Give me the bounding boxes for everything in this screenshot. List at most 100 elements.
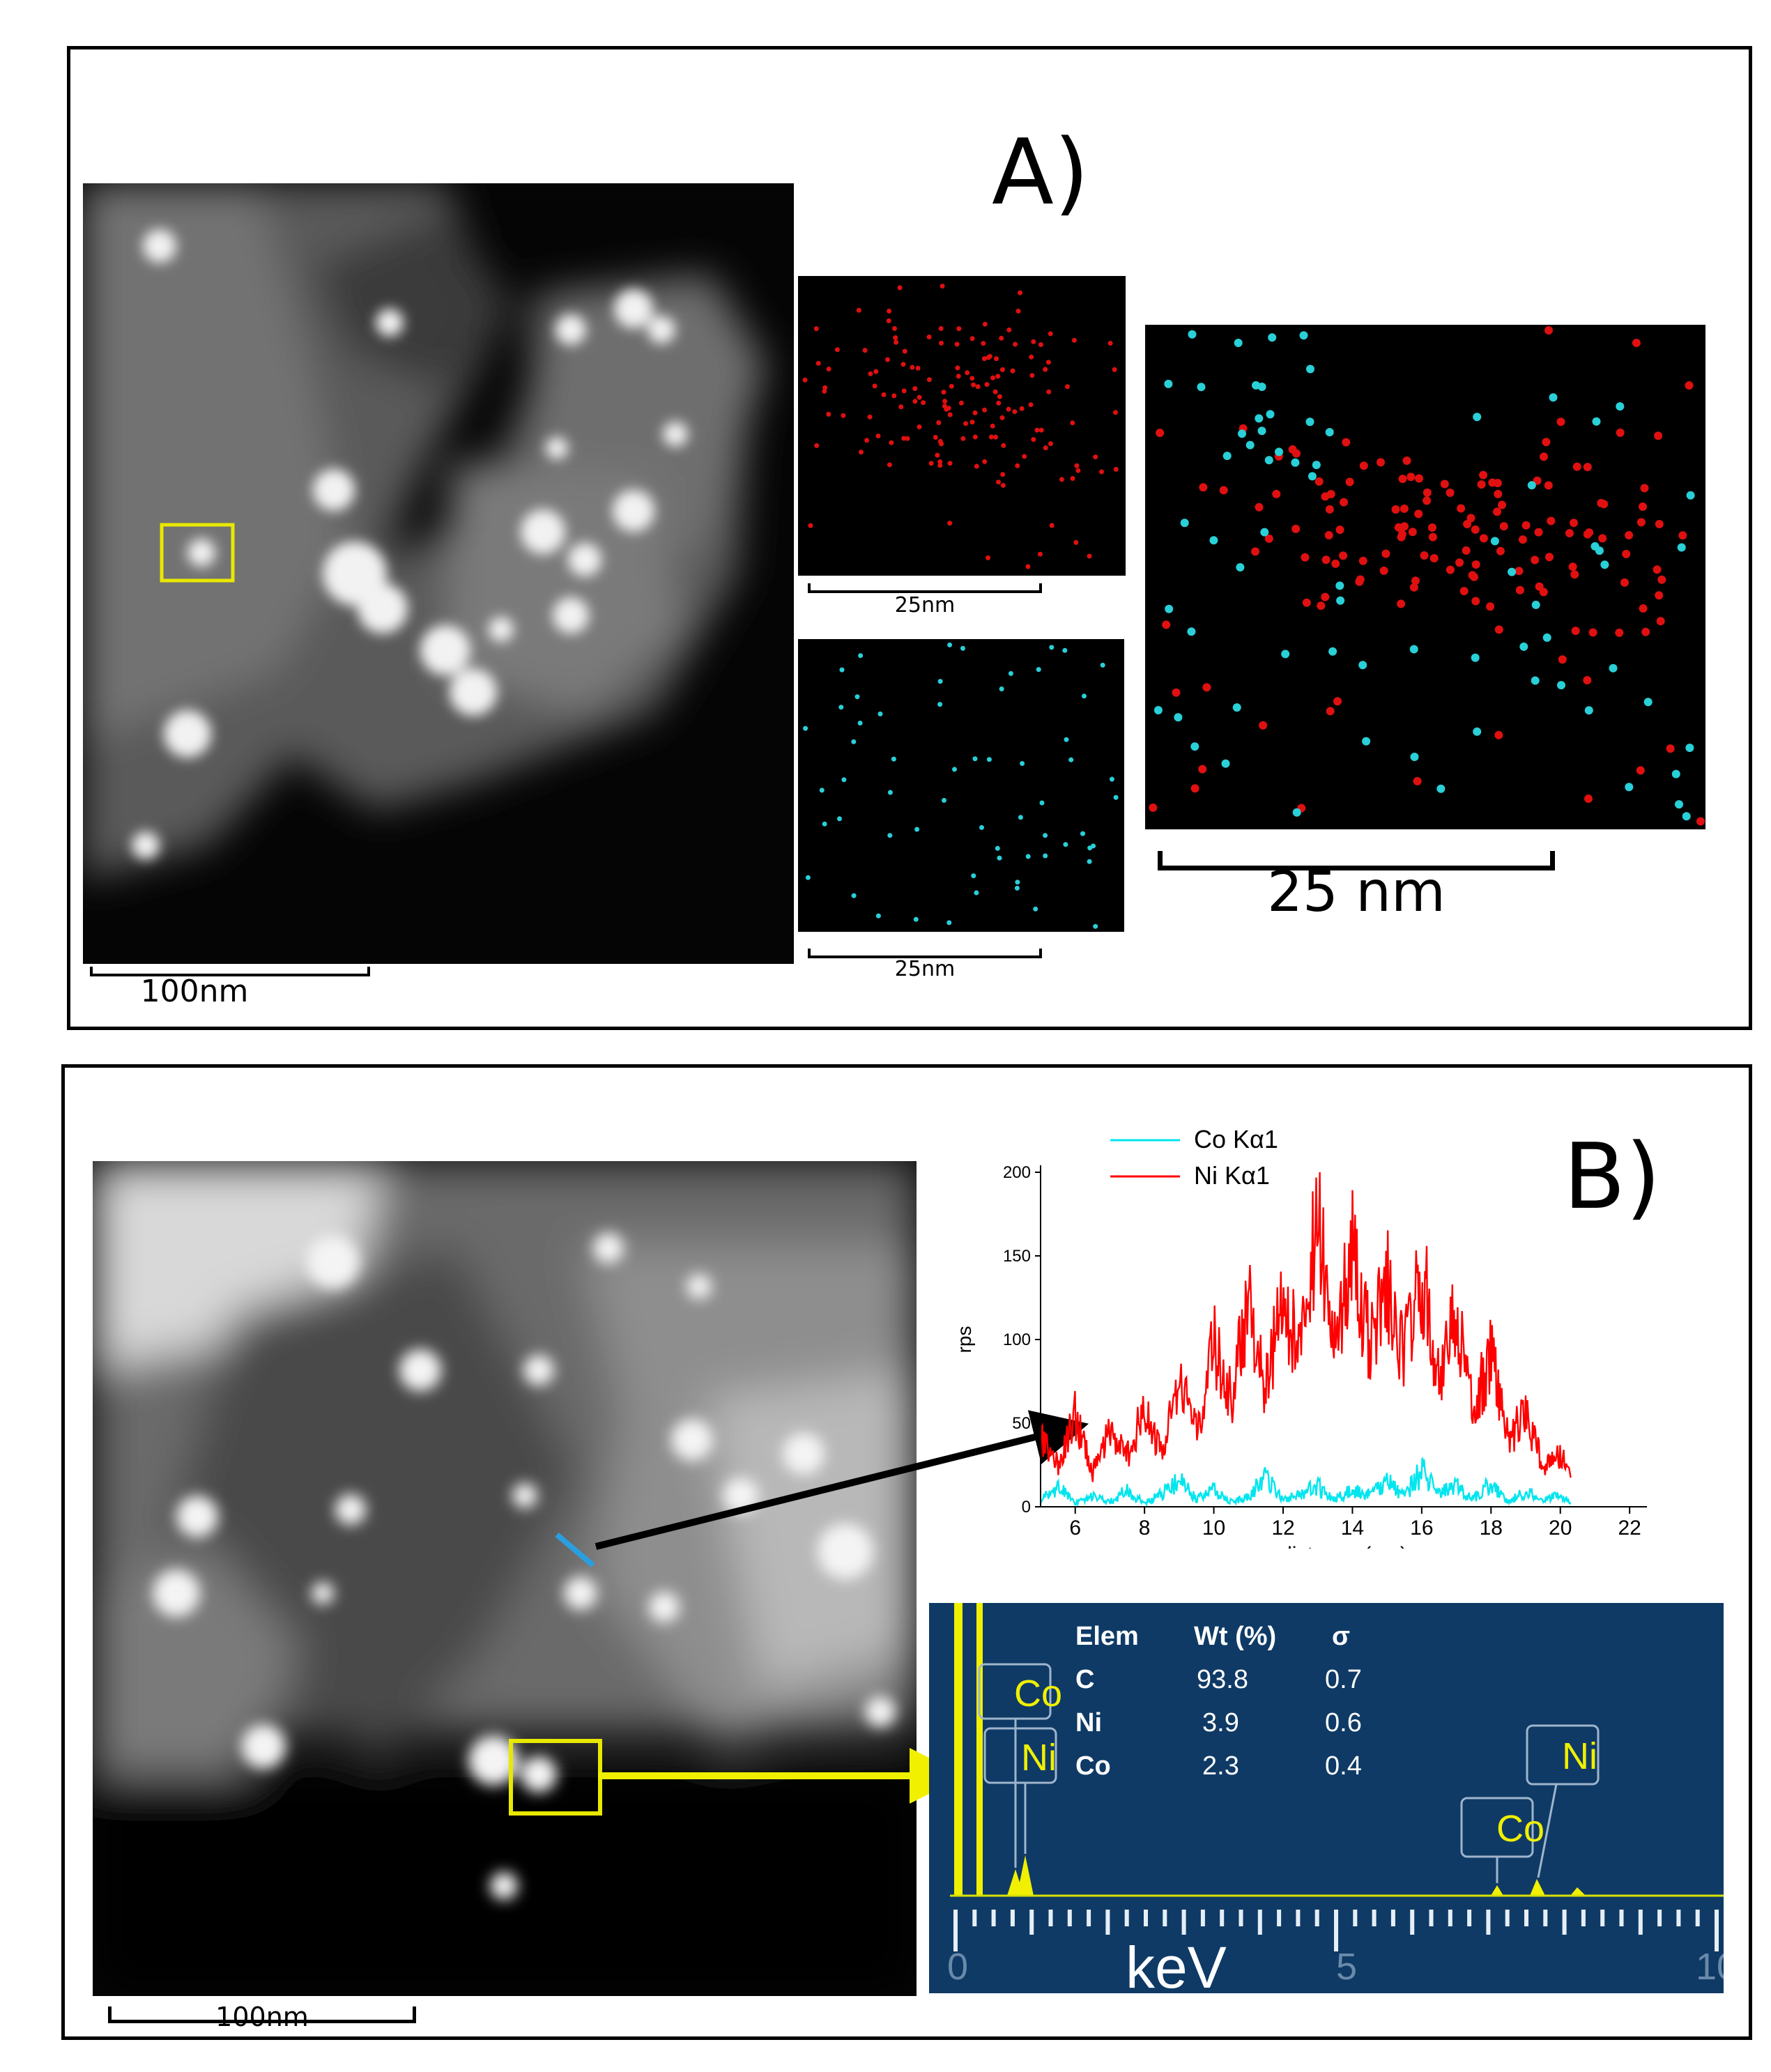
carbon-peak-secondary [976, 1603, 983, 1896]
co-dot [1039, 800, 1045, 806]
overlay-co-dot [1682, 812, 1691, 821]
ni-dot [982, 459, 988, 464]
x-axis-label: distance (nm) [1280, 1543, 1407, 1549]
ni-dot [912, 399, 918, 404]
edx-axis-label: keV [1126, 1935, 1227, 1993]
overlay-ni-dot [1156, 429, 1165, 438]
ni-dot [947, 412, 953, 417]
ni-dot [981, 341, 986, 346]
overlay-ni-dot [1190, 784, 1199, 793]
co-dot [1068, 757, 1074, 762]
co-dot [819, 788, 825, 793]
overlay-ni-dot [1678, 531, 1687, 540]
ni-dot [937, 459, 943, 465]
co-dot [838, 705, 844, 710]
overlay-ni-dot [1414, 509, 1423, 519]
overlay-co-dot [1312, 461, 1321, 470]
ni-dot [960, 436, 966, 441]
x-tick-label: 22 [1618, 1517, 1641, 1540]
co-dot [952, 767, 957, 772]
overlay-ni-dot [1459, 587, 1469, 596]
overlay-ni-dot [1547, 516, 1556, 525]
co-dot [1100, 662, 1105, 668]
ni-dot [917, 424, 922, 429]
ni-dot [912, 386, 918, 392]
overlay-ni-dot [1321, 592, 1330, 601]
ni-dot [915, 365, 921, 371]
overlay-co-dot [1527, 481, 1536, 490]
ni-dot [822, 385, 828, 390]
co-dot [999, 686, 1004, 691]
overlay-ni-dot [1379, 566, 1388, 575]
overlay-ni-dot [1428, 532, 1437, 542]
overlay-ni-dot [1539, 588, 1548, 597]
overlay-co-dot [1291, 458, 1300, 467]
edx-tick [1390, 1910, 1395, 1926]
ni-dot [1010, 368, 1015, 374]
ni-dot [1048, 441, 1053, 447]
overlay-co-dot [1592, 417, 1601, 426]
overlay-ni-dot [1301, 553, 1310, 562]
co-dot [1043, 833, 1048, 838]
ni-dot [1028, 402, 1034, 408]
ni-dot [981, 356, 987, 362]
co-dot [1033, 906, 1038, 912]
overlay-ni-dot [1585, 528, 1594, 537]
ni-dot [949, 383, 954, 389]
overlay-co-dot [1519, 642, 1528, 651]
table-row-wt: 2.3 [1202, 1751, 1239, 1781]
overlay-ni-dot [1598, 534, 1607, 543]
overlay-ni-dot [1462, 546, 1471, 555]
ni-dot [887, 308, 892, 314]
table-header-wt: Wt (%) [1194, 1622, 1276, 1651]
ni-dot [813, 326, 819, 332]
overlay-ni-dot [1531, 555, 1540, 565]
overlay-ni-dot [1570, 570, 1579, 579]
overlay-map-dots [1149, 326, 1705, 826]
ni-dot [941, 390, 946, 395]
panel-b-label: B) [1563, 1123, 1661, 1229]
co-dot [1043, 853, 1048, 859]
overlay-ni-dot [1408, 528, 1417, 537]
overlay-ni-dot [1479, 470, 1488, 479]
edx-tick [1181, 1910, 1186, 1935]
overlay-ni-dot [1488, 478, 1497, 487]
ni-dot [881, 392, 887, 397]
edx-spectrum: Co Ni Co Ni 0 5 10 keV Elem Wt (%) σ C 9… [929, 1603, 1724, 1993]
overlay-ni-dot [1446, 565, 1455, 574]
ni-dot [963, 421, 968, 427]
overlay-ni-dot [1466, 514, 1475, 523]
ni-dot [921, 400, 926, 406]
overlay-co-dot [1236, 563, 1245, 571]
overlay-co-dot [1675, 800, 1683, 809]
overlay-ni-dot [1402, 456, 1411, 465]
edx-tick [1163, 1910, 1167, 1926]
overlay-co-dot [1625, 783, 1634, 792]
ni-dot [1112, 367, 1117, 372]
overlay-co-dot [1508, 567, 1517, 576]
scale-label-ni-map: 25nm [894, 593, 956, 617]
ni-dot [928, 461, 934, 466]
overlay-ni-dot [1342, 438, 1351, 447]
x-tick-label: 10 [1202, 1517, 1225, 1540]
ni-dot [887, 462, 892, 468]
overlay-ni-dot [1486, 602, 1495, 611]
x-tick-label: 16 [1410, 1517, 1433, 1540]
overlay-co-dot [1677, 543, 1686, 552]
overlay-ni-dot [1406, 473, 1416, 482]
ni-dot [956, 374, 961, 379]
edx-tick [1524, 1910, 1528, 1926]
edx-tick [991, 1910, 996, 1926]
x-tick-label: 8 [1139, 1517, 1151, 1540]
overlay-ni-dot [1558, 655, 1567, 664]
overlay-ni-dot [1571, 627, 1580, 636]
ni-dot [986, 355, 991, 360]
edx-tick [1314, 1910, 1319, 1926]
overlay-ni-dot [1251, 547, 1260, 556]
overlay-ni-dot [1542, 438, 1551, 447]
co-dot [822, 821, 827, 827]
overlay-co-dot [1600, 560, 1609, 569]
co-dot [891, 756, 896, 762]
overlay-ni-dot [1358, 556, 1367, 565]
overlay-co-dot [1335, 581, 1344, 590]
